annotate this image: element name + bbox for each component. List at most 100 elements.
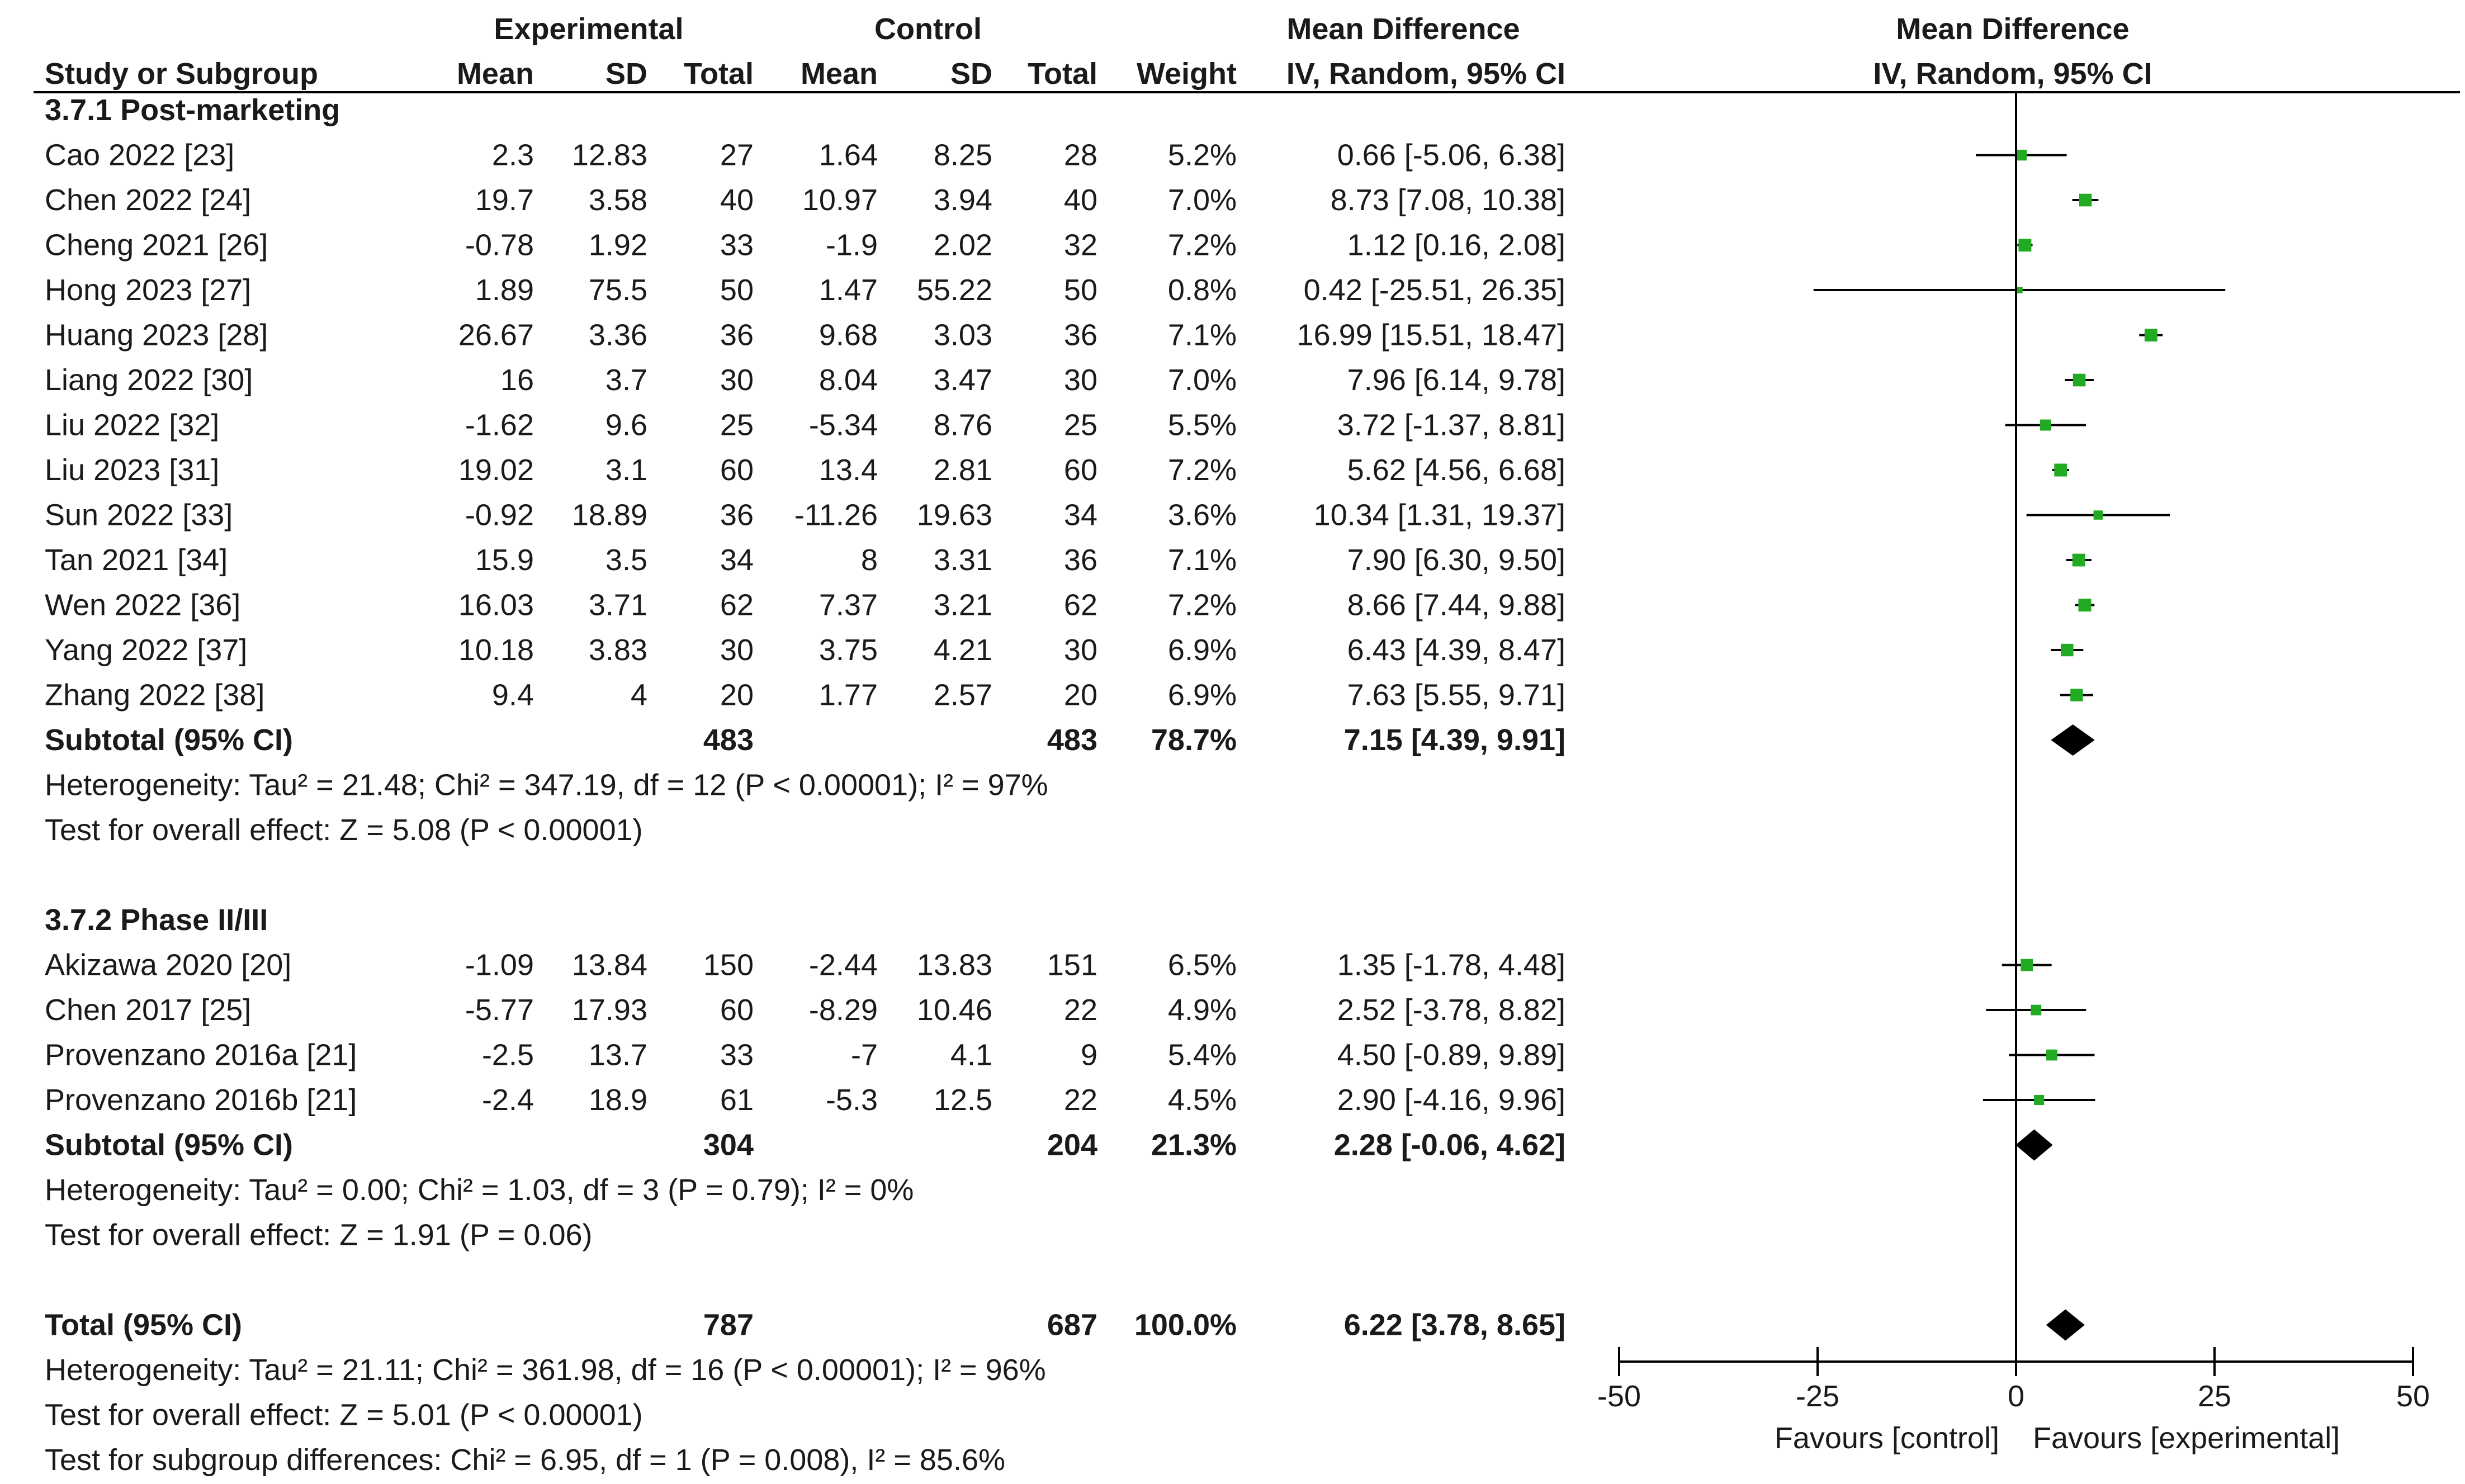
cell-exp-total: 30 [720,363,754,397]
cell-exp-sd: 3.36 [589,319,647,352]
study-label: Yang 2022 [37] [45,633,247,667]
cell-ci-text: 1.35 [-1.78, 4.48] [1337,949,1565,982]
cell-ctl-mean: -5.3 [826,1083,878,1117]
cell-ctl-mean: 3.75 [819,633,878,667]
cell-ctl-total: 32 [1064,229,1097,262]
cell-exp-mean: 16 [500,363,534,397]
cell-ctl-total: 22 [1064,993,1097,1027]
pooled-diamond [2051,724,2095,756]
study-label: Liu 2023 [31] [45,453,219,487]
cell-exp-total: 787 [703,1308,754,1342]
study-point [2031,1004,2042,1016]
cell-exp-sd: 3.71 [589,589,647,622]
cell-ctl-total: 204 [1047,1129,1097,1162]
cell-ctl-sd: 3.03 [934,319,992,352]
cell-ctl-total: 28 [1064,139,1097,172]
statistics-note: Heterogeneity: Tau² = 21.11; Chi² = 361.… [45,1353,1046,1387]
cell-exp-sd: 3.7 [605,363,647,397]
cell-ctl-mean: 9.68 [819,319,878,352]
cell-exp-sd: 3.5 [605,543,647,577]
cell-weight: 5.2% [1168,139,1237,172]
cell-ctl-sd: 3.47 [934,363,992,397]
study-point [2018,239,2032,252]
cell-ctl-total: 50 [1064,273,1097,307]
study-label: Chen 2017 [25] [45,993,251,1027]
x-tick-label: 50 [2396,1379,2430,1413]
cell-ci-text: 10.34 [1.31, 19.37] [1314,499,1565,532]
study-label: Zhang 2022 [38] [45,679,264,712]
cell-ci-text: 6.22 [3.78, 8.65] [1344,1308,1565,1342]
cell-exp-total: 33 [720,1039,754,1072]
cell-exp-mean: -2.5 [482,1039,534,1072]
cell-exp-total: 30 [720,633,754,667]
cell-ctl-mean: -1.9 [826,229,878,262]
cell-weight: 3.6% [1168,499,1237,532]
pooled-label: Subtotal (95% CI) [45,1129,293,1162]
study-point [2079,193,2092,207]
cell-ctl-mean: -7 [851,1039,878,1072]
cell-exp-mean: -1.62 [465,409,534,442]
cell-exp-mean: 26.67 [458,319,534,352]
cell-exp-mean: 2.3 [492,139,534,172]
cell-ctl-total: 34 [1064,499,1097,532]
experimental-group-header: Experimental [494,12,683,46]
cell-exp-total: 25 [720,409,754,442]
study-point [2054,463,2067,477]
cell-exp-total: 150 [703,949,754,982]
exp-mean-column-header: Mean [457,57,534,91]
cell-exp-sd: 3.1 [605,453,647,487]
cell-weight: 5.4% [1168,1039,1237,1072]
cell-ctl-total: 36 [1064,543,1097,577]
cell-exp-total: 33 [720,229,754,262]
cell-ctl-total: 151 [1047,949,1097,982]
cell-exp-mean: 1.89 [475,273,534,307]
cell-exp-sd: 18.9 [589,1083,647,1117]
cell-exp-total: 36 [720,319,754,352]
cell-ctl-mean: -8.29 [809,993,878,1027]
study-label: Liu 2022 [32] [45,409,219,442]
statistics-note: Test for overall effect: Z = 5.08 (P < 0… [45,813,643,847]
exp-sd-column-header: SD [605,57,647,91]
study-label: Huang 2023 [28] [45,319,268,352]
cell-ctl-mean: 10.97 [802,183,878,217]
cell-ctl-mean: -2.44 [809,949,878,982]
cell-ctl-mean: 1.64 [819,139,878,172]
control-group-header: Control [874,12,982,46]
statistics-note: Test for overall effect: Z = 1.91 (P = 0… [45,1219,593,1252]
cell-ctl-total: 40 [1064,183,1097,217]
cell-ctl-mean: 7.37 [819,589,878,622]
ctl-sd-column-header: SD [950,57,992,91]
favours-experimental-label: Favours [experimental] [2033,1421,2340,1455]
cell-ci-text: 7.96 [6.14, 9.78] [1347,363,1565,397]
cell-exp-sd: 17.93 [572,993,647,1027]
pooled-diamond [2015,1129,2053,1161]
cell-exp-sd: 12.83 [572,139,647,172]
cell-ctl-sd: 8.25 [934,139,992,172]
cell-weight: 7.0% [1168,183,1237,217]
favours-control-label: Favours [control] [1775,1421,1999,1455]
cell-ci-text: 2.28 [-0.06, 4.62] [1334,1129,1565,1162]
study-point [2061,643,2074,657]
cell-exp-mean: -2.4 [482,1083,534,1117]
x-tick-label: -25 [1796,1379,1839,1413]
cell-weight: 6.5% [1168,949,1237,982]
cell-weight: 7.2% [1168,229,1237,262]
cell-ci-text: 0.66 [-5.06, 6.38] [1337,139,1565,172]
study-label: Provenzano 2016a [21] [45,1039,357,1072]
cell-exp-total: 62 [720,589,754,622]
cell-exp-mean: 15.9 [475,543,534,577]
study-point [2072,553,2085,567]
cell-ctl-sd: 55.22 [917,273,992,307]
cell-ci-text: 0.42 [-25.51, 26.35] [1304,273,1565,307]
cell-ci-text: 16.99 [15.51, 18.47] [1297,319,1565,352]
x-tick-label: 25 [2198,1379,2231,1413]
cell-exp-total: 40 [720,183,754,217]
cell-ci-text: 6.43 [4.39, 8.47] [1347,633,1565,667]
cell-weight: 0.8% [1168,273,1237,307]
cell-ctl-mean: 13.4 [819,453,878,487]
cell-ci-text: 7.63 [5.55, 9.71] [1347,679,1565,712]
cell-ci-text: 1.12 [0.16, 2.08] [1347,229,1565,262]
statistics-note: Heterogeneity: Tau² = 21.48; Chi² = 347.… [45,769,1048,802]
statistics-note: Heterogeneity: Tau² = 0.00; Chi² = 1.03,… [45,1173,914,1207]
